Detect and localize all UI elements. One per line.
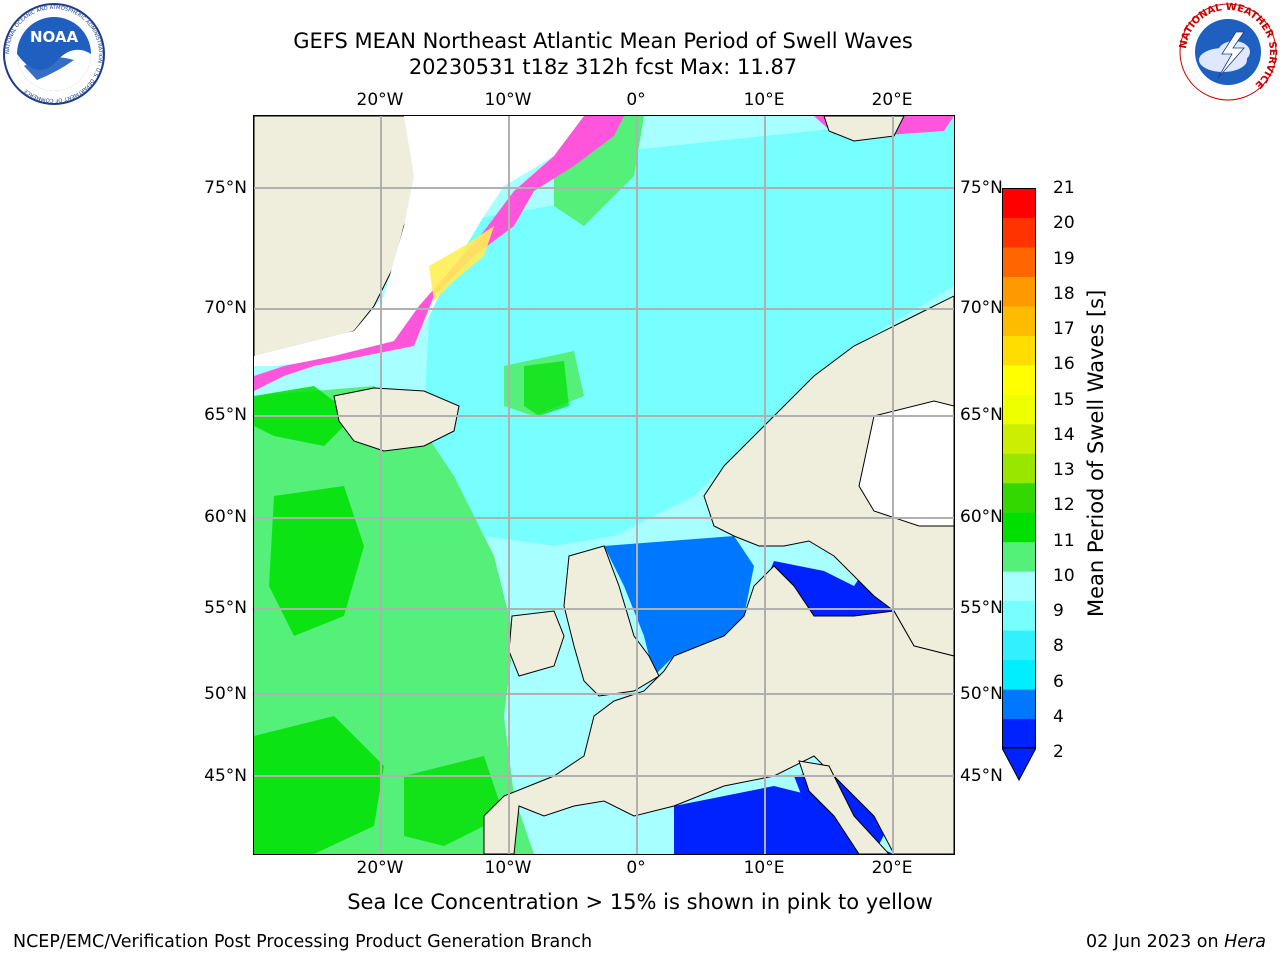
right-lat-label: 75°N — [960, 178, 1003, 198]
bottom-lon-label: 0° — [626, 858, 646, 878]
colorbar-tick-label: 12 — [1053, 495, 1075, 516]
colorbar-band — [1002, 305, 1036, 336]
right-lat-label: 45°N — [960, 766, 1003, 786]
colorbar — [1001, 188, 1037, 782]
top-lon-label: 20°W — [356, 90, 404, 110]
colorbar-band — [1002, 689, 1036, 720]
colorbar-tick-label: 10 — [1053, 565, 1075, 586]
map-panel — [253, 115, 955, 855]
colorbar-tick-label: 16 — [1053, 354, 1075, 375]
colorbar-tick-label: 14 — [1053, 424, 1075, 445]
colorbar-band — [1002, 718, 1036, 749]
colorbar-title: Mean Period of Swell Waves [s] — [1084, 289, 1108, 617]
colorbar-tick-label: 6 — [1053, 671, 1064, 692]
colorbar-tick-label: 2 — [1053, 742, 1064, 762]
bottom-lon-label: 20°E — [871, 858, 913, 878]
left-lat-label: 55°N — [204, 598, 247, 618]
map-subtitle: 20230531 t18z 312h fcst Max: 11.87 — [408, 55, 798, 79]
left-lat-label: 75°N — [204, 178, 247, 198]
colorbar-outline — [1002, 188, 1036, 748]
colorbar-band — [1002, 217, 1036, 248]
colorbar-band — [1002, 659, 1036, 690]
colorbar-band — [1002, 571, 1036, 602]
colorbar-tick-label: 8 — [1053, 636, 1064, 657]
colorbar-band — [1002, 512, 1036, 543]
colorbar-band — [1002, 335, 1036, 366]
colorbar-tick-label: 21 — [1053, 178, 1075, 198]
colorbar-band — [1002, 482, 1036, 513]
colorbar-band — [1002, 364, 1036, 395]
left-lat-label: 60°N — [204, 507, 247, 527]
sea-ice-note: Sea Ice Concentration > 15% is shown in … — [347, 890, 933, 914]
colorbar-tick-label: 18 — [1053, 283, 1075, 304]
footer-credit: NCEP/EMC/Verification Post Processing Pr… — [13, 932, 593, 952]
top-lon-label: 20°E — [871, 90, 913, 110]
colorbar-band — [1002, 600, 1036, 631]
noaa-logo-text: NOAA — [30, 28, 79, 46]
right-lat-label: 55°N — [960, 598, 1003, 618]
colorbar-tick-label: 13 — [1053, 460, 1075, 480]
colorbar-band — [1002, 541, 1036, 572]
right-lat-label: 70°N — [960, 298, 1003, 318]
colorbar-tick-label: 11 — [1053, 530, 1075, 551]
left-lat-label: 70°N — [204, 298, 247, 318]
colorbar-tick-label: 4 — [1053, 706, 1064, 727]
footer-date-text: 02 Jun 2023 on — [1085, 932, 1225, 952]
bottom-lon-label: 10°E — [743, 858, 785, 878]
colorbar-band — [1002, 246, 1036, 277]
colorbar-tick-label: 19 — [1053, 248, 1075, 269]
colorbar-tick-label: 9 — [1053, 601, 1064, 621]
bottom-lon-label: 20°W — [356, 858, 404, 878]
colorbar-band — [1002, 394, 1036, 425]
colorbar-extend-arrow — [1001, 747, 1037, 782]
left-lat-label: 65°N — [204, 405, 247, 425]
left-lat-label: 50°N — [204, 684, 247, 704]
map-title: GEFS MEAN Northeast Atlantic Mean Period… — [293, 29, 913, 53]
nws-logo: NATIONAL WEATHER SERVICE — [1178, 2, 1278, 102]
swell-period-map — [254, 116, 954, 854]
colorbar-swatches — [1001, 188, 1037, 782]
colorbar-tick-label: 20 — [1053, 213, 1075, 234]
right-lat-label: 50°N — [960, 684, 1003, 704]
top-lon-label: 0° — [626, 90, 646, 110]
colorbar-band — [1002, 453, 1036, 484]
footer-host: Hera — [1224, 932, 1266, 952]
left-lat-label: 45°N — [204, 766, 247, 786]
noaa-logo: NOAA NATIONAL OCEANIC AND ATMOSPHERIC AD… — [2, 2, 106, 106]
right-lat-label: 65°N — [960, 405, 1003, 425]
colorbar-band — [1002, 276, 1036, 307]
top-lon-label: 10°W — [484, 90, 532, 110]
footer-date: 02 Jun 2023 on Hera — [1086, 932, 1266, 952]
colorbar-tick-label: 17 — [1053, 319, 1075, 339]
colorbar-tick-label: 15 — [1053, 389, 1075, 410]
colorbar-band — [1002, 423, 1036, 454]
bottom-lon-label: 10°W — [484, 858, 532, 878]
colorbar-band — [1002, 630, 1036, 661]
right-lat-label: 60°N — [960, 507, 1003, 527]
top-lon-label: 10°E — [743, 90, 785, 110]
colorbar-band — [1002, 188, 1036, 218]
